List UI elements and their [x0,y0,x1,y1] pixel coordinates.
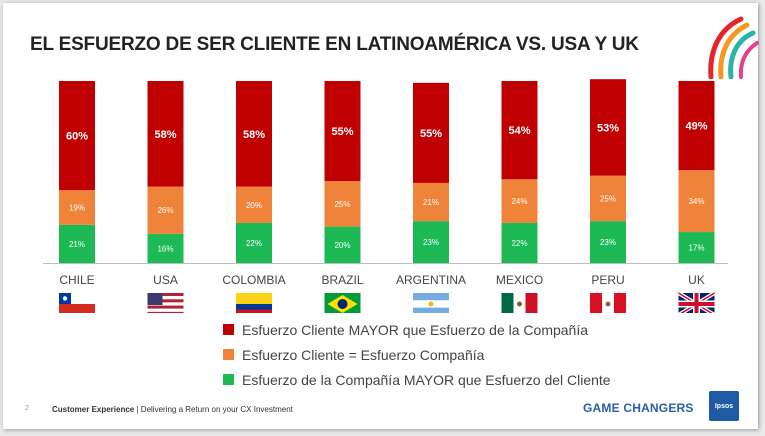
bar-segment-colombia-2 [236,81,272,187]
data-label: 22% [511,239,527,248]
page-title: EL ESFUERZO DE SER CLIENTE EN LATINOAMÉR… [30,34,639,55]
footer-subtitle: Delivering a Return on your CX Investmen… [140,405,293,414]
legend-label: Esfuerzo Cliente MAYOR que Esfuerzo de l… [242,321,589,338]
data-label: 58% [243,129,265,141]
bar-segment-uk-1 [678,170,715,233]
data-label: 20% [246,201,262,210]
game-changers-logo: GAME CHANGERS [583,401,694,415]
argentina-flag-icon [413,293,449,313]
bar-segment-uk-2 [678,81,715,171]
peru-flag-icon [590,293,626,313]
data-label: 60% [66,131,88,143]
legend-item: Esfuerzo Cliente = Esfuerzo Compañía [223,344,611,365]
data-label: 21% [423,198,439,207]
bar-segment-colombia-0 [236,222,272,263]
bar-segment-mexico-2 [501,81,538,180]
data-label: 22% [246,239,262,248]
colombia-flag-icon [236,293,272,313]
data-label: 55% [331,126,353,138]
slide: EL ESFUERZO DE SER CLIENTE EN LATINOAMÉR… [3,3,759,429]
data-label: 55% [420,128,442,140]
category-label: CHILE [59,273,94,287]
data-label: 54% [508,125,530,137]
category-label: USA [153,273,178,287]
bar-segment-uk-0 [678,232,715,263]
bar-segment-usa-1 [147,186,184,234]
bar-segment-peru-0 [590,221,626,263]
legend-label: Esfuerzo de la Compañía MAYOR que Esfuer… [242,371,611,388]
ipsos-logo: Ipsos [709,391,739,421]
bar-segment-usa-0 [147,233,184,263]
bar-segment-brazil-0 [324,226,361,263]
data-label: 26% [157,206,173,215]
bar-segment-peru-1 [590,175,626,222]
category-label: PERU [591,273,624,287]
bar-segment-chile-2 [59,81,95,191]
data-label: 24% [511,197,527,206]
data-label: 23% [423,238,439,247]
data-label: 16% [157,244,173,253]
category-label: MEXICO [496,273,543,287]
data-label: 25% [334,200,350,209]
stacked-bar-chart: 21% 19% 60% CHILE 16% 26% 58% USA 22% 20% 58% COLOM… [43,79,728,313]
bar-segment-chile-1 [59,190,95,225]
legend-item: Esfuerzo Cliente MAYOR que Esfuerzo de l… [223,319,611,340]
category-label: COLOMBIA [222,273,285,287]
bar-segment-argentina-2 [413,82,449,183]
footer-section: Customer Experience [52,405,135,414]
usa-flag-icon [147,293,184,313]
data-label: 21% [69,240,85,249]
bar-segment-mexico-0 [501,222,538,263]
data-label: 34% [688,197,704,206]
bar-segment-colombia-1 [236,186,272,223]
bar-segment-brazil-2 [324,81,361,182]
data-label: 53% [597,122,619,134]
data-label: 19% [69,203,85,212]
legend-swatch-green [223,374,234,385]
brand-swirl-logo [708,16,759,79]
category-label: UK [688,273,705,287]
legend-swatch-orange [223,349,234,360]
data-label: 20% [334,241,350,250]
data-label: 58% [154,129,176,141]
footer-text: Customer Experience | Delivering a Retur… [52,405,293,414]
bar-segment-argentina-1 [413,182,449,222]
bar-segment-usa-2 [147,81,184,187]
mexico-flag-icon [501,293,538,313]
brazil-flag-icon [324,293,361,313]
legend-label: Esfuerzo Cliente = Esfuerzo Compañía [242,346,485,363]
data-label: 23% [600,238,616,247]
category-label: ARGENTINA [396,273,466,287]
legend-swatch-red [223,324,234,335]
bar-segment-brazil-1 [324,181,361,227]
bar-segment-peru-2 [590,79,626,176]
data-label: 25% [600,194,616,203]
uk-flag-icon [677,291,716,313]
bar-segment-chile-0 [59,224,95,263]
bar-segment-mexico-1 [501,179,538,223]
chart-legend: Esfuerzo Cliente MAYOR que Esfuerzo de l… [223,319,611,394]
data-label: 49% [685,121,707,133]
page-number: 2 [25,405,29,412]
legend-item: Esfuerzo de la Compañía MAYOR que Esfuer… [223,369,611,390]
footer-separator: | [134,405,141,414]
category-label: BRAZIL [321,273,363,287]
chile-flag-icon [59,293,95,313]
data-label: 17% [688,244,704,253]
bar-segment-argentina-0 [413,221,449,263]
